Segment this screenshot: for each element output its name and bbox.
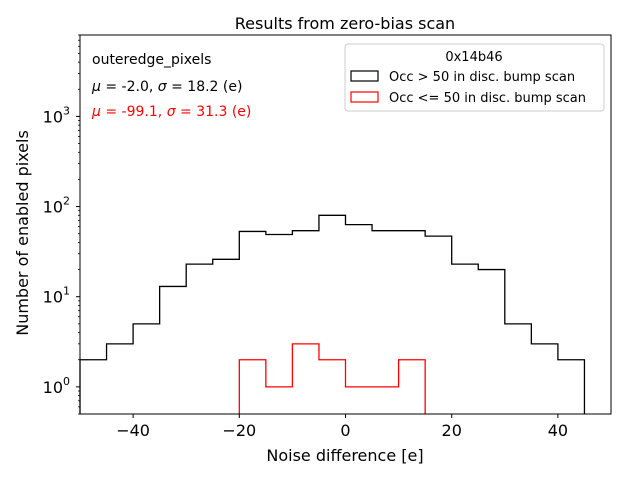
x-tick-label: 0: [340, 421, 350, 440]
stats-annotation: outeredge_pixels μ = -2.0, σ = 18.2 (e) …: [91, 52, 251, 120]
y-tick-label: 101: [43, 285, 70, 307]
y-axis-label: Number of enabled pixels: [13, 130, 32, 336]
chart-title: Results from zero-bias scan: [235, 14, 455, 33]
x-tick-label: −20: [222, 421, 256, 440]
legend-swatch-occ-gt-50: [350, 70, 379, 82]
x-tick-label: 40: [548, 421, 568, 440]
stats-line-red: μ = -99.1, σ = 31.3 (e): [91, 104, 251, 120]
y-tick-label: 102: [43, 195, 70, 217]
y-tick-label: 100: [43, 375, 70, 397]
y-tick-label: 103: [43, 104, 70, 126]
histogram-series-1: [238, 343, 426, 414]
legend-frame: [344, 43, 605, 112]
x-tick-label: 20: [442, 421, 462, 440]
histogram-series-0: [79, 214, 586, 414]
region-label: outeredge_pixels: [92, 52, 211, 68]
stats-line-black: μ = -2.0, σ = 18.2 (e): [91, 79, 242, 95]
legend-title: 0x14b46: [445, 50, 502, 65]
x-axis-label: Noise difference [e]: [266, 446, 423, 465]
legend-label-occ-gt-50: Occ > 50 in disc. bump scan: [389, 70, 575, 85]
legend-swatch-occ-le-50: [350, 91, 379, 103]
legend: 0x14b46 Occ > 50 in disc. bump scan Occ …: [344, 43, 605, 112]
legend-label-occ-le-50: Occ <= 50 in disc. bump scan: [389, 91, 586, 106]
plot-area: [79, 214, 586, 414]
x-tick-label: −40: [116, 421, 150, 440]
